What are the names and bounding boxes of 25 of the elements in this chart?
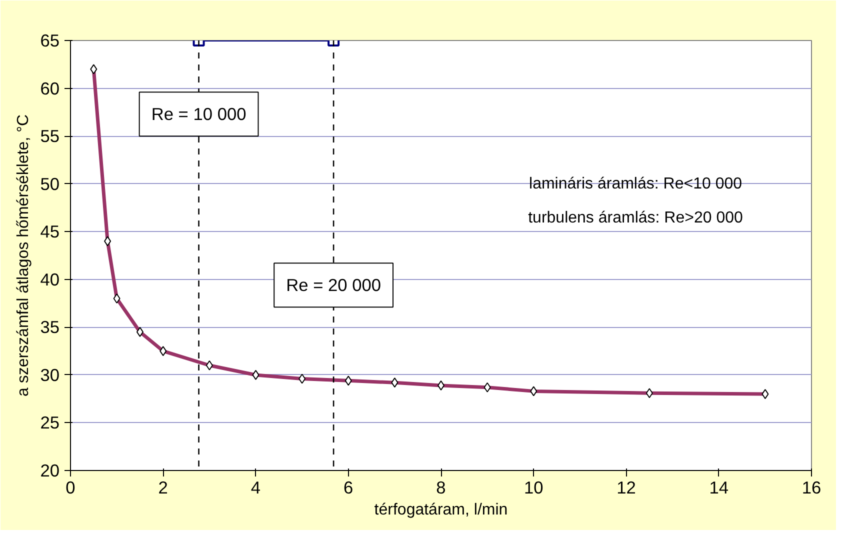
y-tick-label: 25 [40, 412, 60, 433]
x-tick-label: 6 [344, 478, 354, 498]
annotation: Re = 20 000 [286, 275, 382, 296]
y-tick-label: 50 [40, 174, 60, 194]
x-tick-label: 0 [66, 478, 76, 498]
y-tick-label: 60 [40, 78, 60, 98]
x-tick-label: 14 [709, 478, 729, 498]
y-axis-title: a szerszámfal átlagos hőmérséklete, °C [15, 114, 32, 397]
x-tick-label: 10 [524, 478, 544, 498]
x-axis-title: térfogatáram, l/min [374, 502, 508, 518]
y-tick-label: 45 [40, 222, 60, 242]
x-tick-label: 4 [250, 478, 261, 498]
annotation: lamináris áramlás: Re<10 000 [529, 175, 742, 192]
y-tick-label: 55 [40, 126, 60, 146]
y-tick-label: 30 [40, 364, 60, 385]
y-tick-label: 35 [40, 317, 60, 338]
annotation: turbulens áramlás: Re>20 000 [528, 210, 744, 227]
annotation: Re = 10 000 [151, 104, 246, 124]
y-tick-label: 20 [40, 460, 60, 480]
x-tick-label: 16 [802, 478, 822, 498]
x-tick-label: 12 [616, 478, 636, 498]
y-tick-label: 65 [40, 30, 60, 50]
x-tick-label: 8 [436, 478, 446, 498]
x-tick-label: 2 [158, 478, 168, 498]
y-tick-label: 40 [40, 269, 60, 290]
